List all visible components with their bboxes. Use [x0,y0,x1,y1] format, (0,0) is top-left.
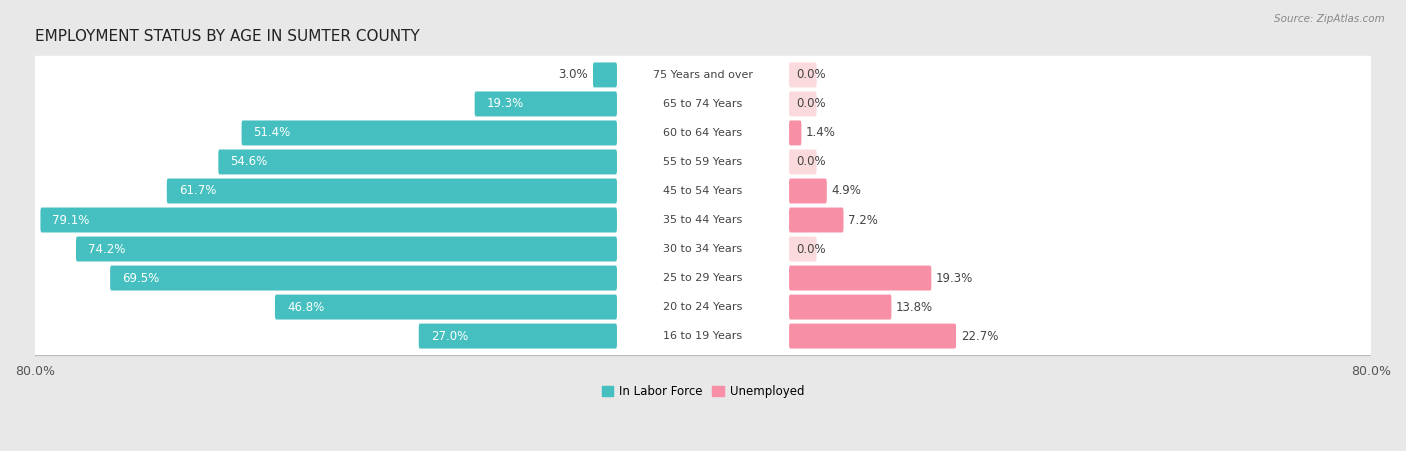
FancyBboxPatch shape [593,62,617,87]
Text: 45 to 54 Years: 45 to 54 Years [664,186,742,196]
FancyBboxPatch shape [34,56,1374,94]
FancyBboxPatch shape [34,172,1374,210]
FancyBboxPatch shape [41,207,617,232]
Text: 65 to 74 Years: 65 to 74 Years [664,99,742,109]
FancyBboxPatch shape [34,230,1374,268]
Text: 61.7%: 61.7% [179,184,217,198]
FancyBboxPatch shape [789,62,817,87]
Text: 75 Years and over: 75 Years and over [652,70,754,80]
Text: 54.6%: 54.6% [231,156,267,169]
FancyBboxPatch shape [35,230,1375,269]
Text: 20 to 24 Years: 20 to 24 Years [664,302,742,312]
Text: 13.8%: 13.8% [896,300,934,313]
FancyBboxPatch shape [789,149,817,175]
Text: 79.1%: 79.1% [52,213,90,226]
FancyBboxPatch shape [34,288,1374,326]
Text: 0.0%: 0.0% [796,69,825,82]
Text: EMPLOYMENT STATUS BY AGE IN SUMTER COUNTY: EMPLOYMENT STATUS BY AGE IN SUMTER COUNT… [35,29,420,45]
FancyBboxPatch shape [218,149,617,175]
FancyBboxPatch shape [789,207,844,232]
Text: Source: ZipAtlas.com: Source: ZipAtlas.com [1274,14,1385,23]
FancyBboxPatch shape [34,317,1374,355]
FancyBboxPatch shape [35,85,1375,124]
FancyBboxPatch shape [34,259,1374,297]
FancyBboxPatch shape [789,120,801,145]
FancyBboxPatch shape [76,236,617,262]
Text: 0.0%: 0.0% [796,156,825,169]
FancyBboxPatch shape [35,288,1375,327]
Text: 19.3%: 19.3% [936,272,973,285]
Text: 7.2%: 7.2% [848,213,879,226]
FancyBboxPatch shape [35,259,1375,298]
FancyBboxPatch shape [419,323,617,349]
Text: 69.5%: 69.5% [122,272,159,285]
FancyBboxPatch shape [475,92,617,116]
FancyBboxPatch shape [34,85,1374,123]
Text: 60 to 64 Years: 60 to 64 Years [664,128,742,138]
Text: 46.8%: 46.8% [287,300,325,313]
FancyBboxPatch shape [789,323,956,349]
Text: 25 to 29 Years: 25 to 29 Years [664,273,742,283]
FancyBboxPatch shape [789,92,817,116]
FancyBboxPatch shape [276,295,617,319]
FancyBboxPatch shape [789,266,931,290]
Text: 16 to 19 Years: 16 to 19 Years [664,331,742,341]
Text: 55 to 59 Years: 55 to 59 Years [664,157,742,167]
FancyBboxPatch shape [789,236,817,262]
FancyBboxPatch shape [34,201,1374,239]
Text: 51.4%: 51.4% [253,126,291,139]
Text: 3.0%: 3.0% [558,69,588,82]
Text: 22.7%: 22.7% [960,330,998,343]
Text: 0.0%: 0.0% [796,243,825,256]
Text: 4.9%: 4.9% [831,184,862,198]
Text: 35 to 44 Years: 35 to 44 Years [664,215,742,225]
Text: 27.0%: 27.0% [430,330,468,343]
FancyBboxPatch shape [35,56,1375,95]
FancyBboxPatch shape [242,120,617,145]
FancyBboxPatch shape [789,295,891,319]
Legend: In Labor Force, Unemployed: In Labor Force, Unemployed [598,380,808,403]
Text: 1.4%: 1.4% [806,126,837,139]
FancyBboxPatch shape [35,143,1375,182]
FancyBboxPatch shape [35,201,1375,240]
FancyBboxPatch shape [789,179,827,203]
Text: 30 to 34 Years: 30 to 34 Years [664,244,742,254]
Text: 19.3%: 19.3% [486,97,524,110]
FancyBboxPatch shape [35,172,1375,211]
FancyBboxPatch shape [34,114,1374,152]
FancyBboxPatch shape [110,266,617,290]
FancyBboxPatch shape [34,143,1374,181]
FancyBboxPatch shape [35,317,1375,356]
FancyBboxPatch shape [167,179,617,203]
Text: 0.0%: 0.0% [796,97,825,110]
Text: 74.2%: 74.2% [89,243,125,256]
FancyBboxPatch shape [35,114,1375,153]
